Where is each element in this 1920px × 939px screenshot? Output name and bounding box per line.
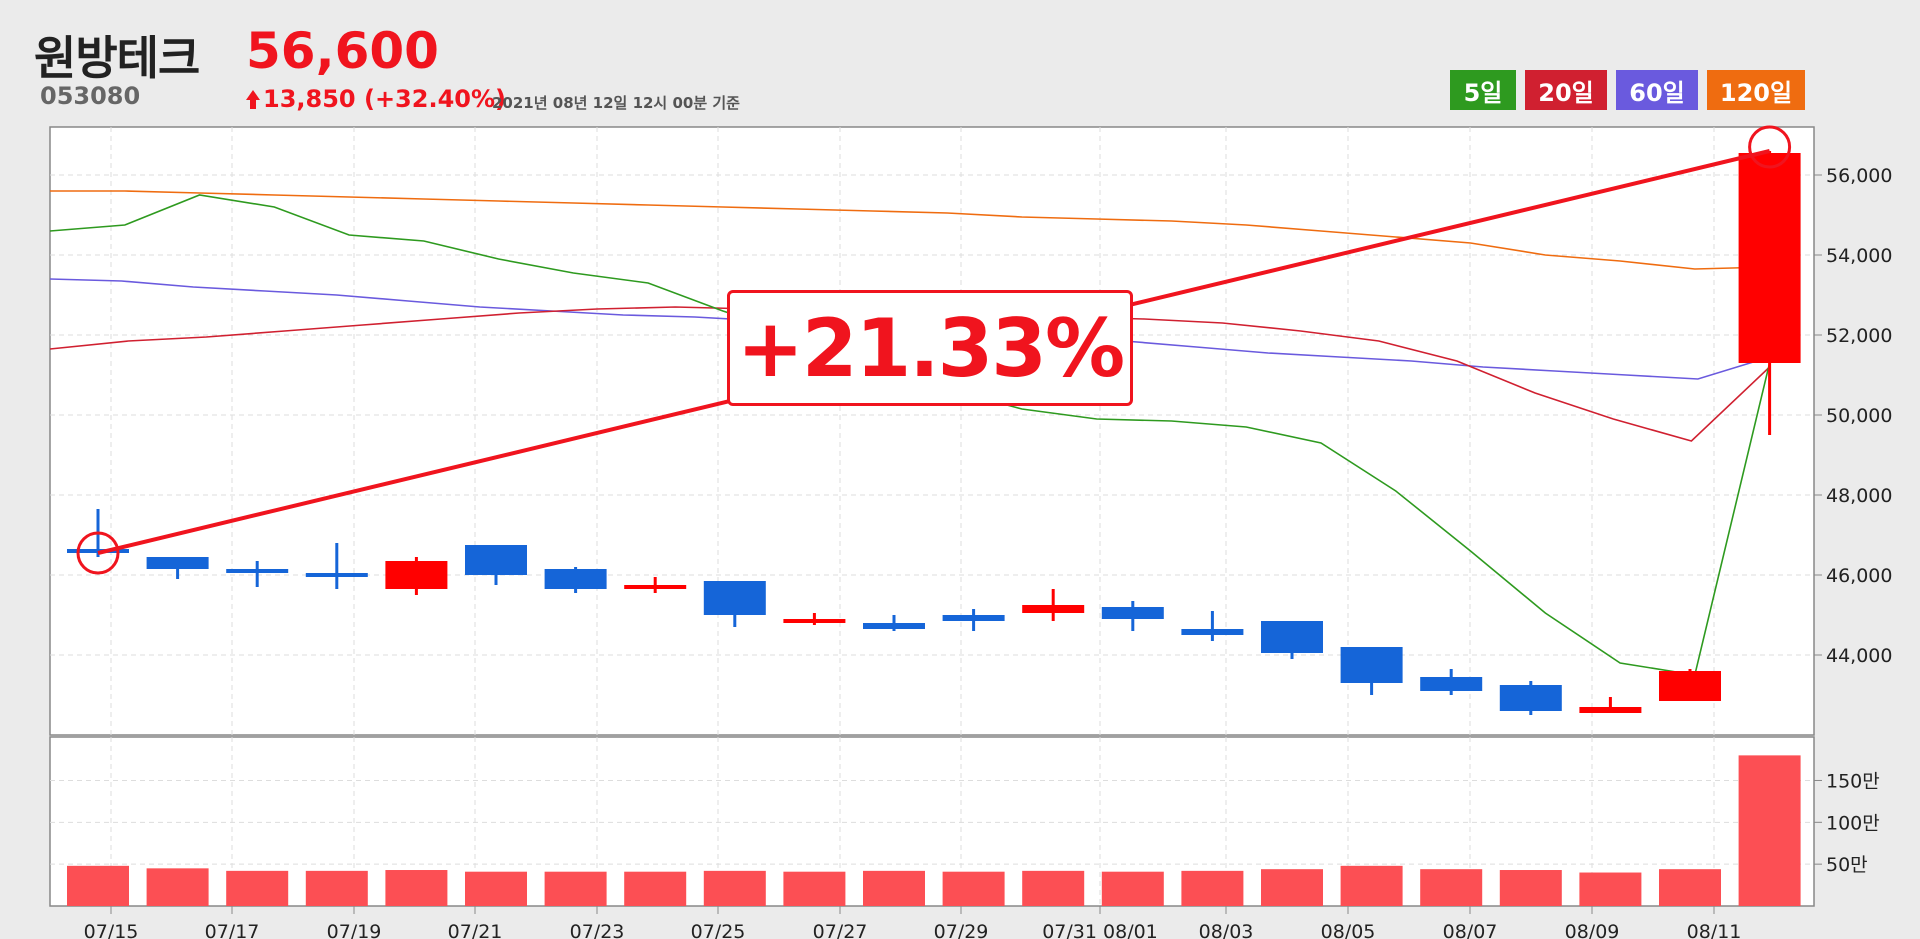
candle-body — [1420, 677, 1483, 691]
x-tick-label: 07/29 — [934, 921, 989, 939]
candle-body — [703, 581, 766, 615]
volume-bar — [226, 870, 289, 906]
candle-body — [783, 619, 846, 623]
timestamp: 2021년 08년 12일 12시 00분 기준 — [492, 94, 740, 112]
x-tick-label: 08/03 — [1199, 921, 1254, 939]
candle-body — [1181, 629, 1244, 635]
candle-body — [305, 573, 368, 577]
volume-tick-label: 150만 — [1826, 770, 1880, 792]
volume-bar — [385, 870, 448, 906]
x-tick-label: 07/15 — [84, 921, 139, 939]
candle-body — [624, 585, 687, 589]
candle-body — [146, 557, 209, 569]
y-tick-label: 54,000 — [1826, 245, 1892, 267]
x-tick-label: 07/21 — [448, 921, 503, 939]
gain-annotation: +21.33% — [727, 290, 1133, 406]
volume-bar — [624, 871, 687, 906]
ma5-button[interactable]: 5일 — [1450, 70, 1516, 110]
ma20-button[interactable]: 20일 — [1525, 70, 1607, 110]
candle-body — [1738, 153, 1801, 363]
volume-bar — [1101, 871, 1164, 906]
x-tick-label: 08/05 — [1321, 921, 1376, 939]
x-tick-label: 08/09 — [1565, 921, 1620, 939]
volume-bar — [783, 871, 846, 906]
ma120-button[interactable]: 120일 — [1707, 70, 1805, 110]
price-change: 13,850 (+32.40%) — [246, 85, 506, 113]
volume-bar — [863, 870, 925, 906]
ma60-button[interactable]: 60일 — [1616, 70, 1698, 110]
y-tick-label: 46,000 — [1826, 565, 1892, 587]
x-tick-label: 07/19 — [327, 921, 382, 939]
candle-body — [1101, 607, 1164, 619]
volume-tick-label: 100만 — [1826, 812, 1880, 834]
candle-body — [1659, 671, 1721, 701]
volume-bar — [146, 868, 209, 906]
volume-tick-label: 50만 — [1826, 854, 1868, 876]
moving-average-toggles: 5일 20일 60일 120일 — [1450, 70, 1805, 110]
candle-body — [942, 615, 1005, 621]
volume-bar — [1261, 869, 1323, 906]
volume-bar — [544, 871, 607, 906]
price-change-value: 13,850 (+32.40%) — [263, 85, 506, 113]
stock-name: 원방테크 — [34, 31, 200, 85]
candle-body — [1499, 685, 1562, 711]
volume-bar — [1340, 865, 1403, 906]
volume-bar — [942, 871, 1005, 906]
volume-bar — [305, 870, 368, 906]
x-tick-label: 07/31 08/01 — [1042, 921, 1158, 939]
volume-bar — [67, 865, 129, 906]
stock-code: 053080 — [40, 82, 141, 110]
candle-body — [863, 623, 925, 629]
end-marker — [1748, 125, 1792, 169]
y-tick-label: 56,000 — [1826, 165, 1892, 187]
x-tick-label: 07/17 — [205, 921, 260, 939]
candle-body — [1261, 621, 1323, 653]
start-marker — [76, 531, 120, 575]
volume-bar — [465, 871, 527, 906]
y-tick-label: 44,000 — [1826, 645, 1892, 667]
x-tick-label: 08/07 — [1443, 921, 1498, 939]
volume-bar — [1659, 869, 1721, 906]
volume-bar — [1022, 870, 1085, 906]
volume-bar — [703, 870, 766, 906]
y-tick-label: 50,000 — [1826, 405, 1892, 427]
volume-bar — [1181, 870, 1244, 906]
x-tick-label: 08/11 — [1687, 921, 1742, 939]
y-tick-label: 52,000 — [1826, 325, 1892, 347]
up-arrow-icon — [246, 90, 260, 109]
ma120-line — [50, 190, 1770, 270]
candle-body — [226, 569, 289, 573]
current-price: 56,600 — [246, 22, 439, 80]
volume-bar — [1420, 869, 1483, 906]
x-tick-label: 07/27 — [813, 921, 868, 939]
candle-body — [1340, 647, 1403, 683]
candle-body — [544, 569, 607, 589]
price-panel — [49, 126, 1815, 736]
y-tick-label: 48,000 — [1826, 485, 1892, 507]
volume-bar — [1579, 872, 1642, 906]
volume-bar — [1738, 755, 1801, 906]
candle-body — [465, 545, 527, 575]
candle-body — [1022, 605, 1085, 613]
x-tick-label: 07/25 — [691, 921, 746, 939]
candle-body — [1579, 707, 1642, 713]
volume-bar — [1499, 870, 1562, 906]
x-tick-label: 07/23 — [570, 921, 625, 939]
candle-body — [385, 561, 448, 589]
stock-header: 원방테크 053080 56,600 13,850 (+32.40%) 2021… — [0, 0, 1920, 125]
